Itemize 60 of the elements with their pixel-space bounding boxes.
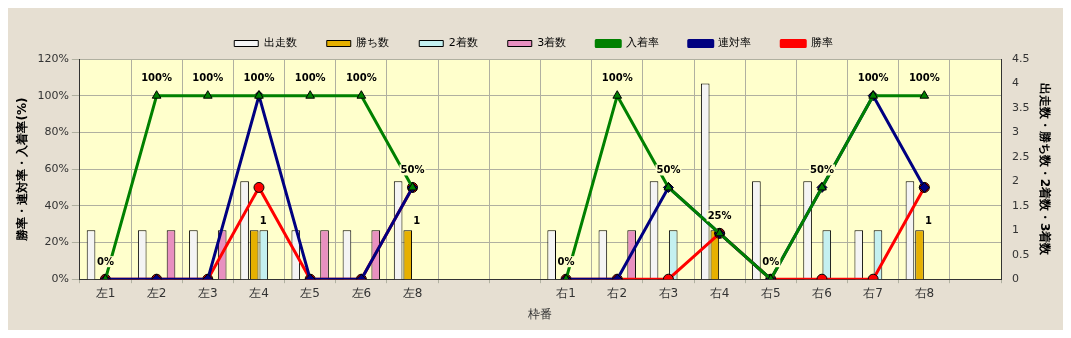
data-label: 100% bbox=[141, 72, 173, 84]
data-label: 100% bbox=[192, 72, 224, 84]
x-tick-label: 左8 bbox=[402, 285, 423, 300]
x-axis-title: 枠番 bbox=[527, 306, 553, 321]
x-tick-label: 右8 bbox=[914, 285, 935, 300]
y2-tick-label: 1 bbox=[1012, 223, 1020, 237]
data-label: 100% bbox=[294, 72, 326, 84]
data-label: 25% bbox=[707, 209, 732, 221]
legend-label: 2着数 bbox=[448, 36, 478, 50]
data-label: 0% bbox=[96, 255, 114, 267]
y-tick-label: 80% bbox=[44, 125, 69, 139]
x-tick-label: 右7 bbox=[863, 285, 883, 300]
data-label: 100% bbox=[243, 72, 275, 84]
data-label: 1 bbox=[413, 214, 421, 226]
x-tick-label: 右3 bbox=[658, 285, 679, 300]
y-tick-label: 20% bbox=[44, 235, 69, 249]
legend-label: 勝ち数 bbox=[356, 36, 390, 50]
y-tick-label: 100% bbox=[37, 88, 69, 102]
data-label: 1 bbox=[259, 214, 267, 226]
legend-label: 入着率 bbox=[625, 36, 659, 50]
data-label: 100% bbox=[345, 72, 377, 84]
x-tick-label: 左6 bbox=[351, 285, 372, 300]
legend-label: 3着数 bbox=[537, 36, 567, 50]
y2-tick-label: 1.5 bbox=[1012, 198, 1030, 212]
y-axis-title: 勝率・連対率・入着率(%) bbox=[15, 97, 30, 242]
x-tick-label: 右5 bbox=[760, 285, 781, 300]
data-label: 100% bbox=[857, 72, 889, 84]
x-tick-label: 左5 bbox=[300, 285, 320, 300]
x-tick-label: 左2 bbox=[146, 285, 167, 300]
legend-label: 連対率 bbox=[718, 36, 752, 50]
y2-tick-label: 4.5 bbox=[1012, 51, 1030, 65]
legend-label: 出走数 bbox=[263, 36, 297, 50]
data-label: 1 bbox=[925, 214, 933, 226]
x-tick-label: 右6 bbox=[812, 285, 832, 300]
y-tick-label: 60% bbox=[44, 161, 69, 175]
x-tick-label: 右1 bbox=[556, 285, 576, 300]
y-tick-label: 0% bbox=[51, 272, 69, 286]
x-tick-label: 右2 bbox=[607, 285, 628, 300]
x-tick-label: 左1 bbox=[95, 285, 116, 300]
x-tick-label: 左4 bbox=[249, 285, 269, 300]
data-label: 0% bbox=[557, 255, 575, 267]
y2-tick-label: 3 bbox=[1012, 125, 1020, 139]
y2-axis-title: 出走数・勝ち数・2着数・3着数 bbox=[1037, 82, 1052, 257]
y2-tick-label: 2.5 bbox=[1012, 149, 1030, 163]
data-label: 100% bbox=[601, 72, 633, 84]
y2-tick-label: 3.5 bbox=[1012, 100, 1030, 114]
y-tick-label: 120% bbox=[37, 51, 69, 65]
x-tick-label: 左3 bbox=[197, 285, 218, 300]
data-label: 100% bbox=[908, 72, 940, 84]
y2-tick-label: 4 bbox=[1012, 76, 1020, 90]
x-tick-label: 右4 bbox=[709, 285, 730, 300]
y2-tick-label: 2 bbox=[1012, 174, 1020, 188]
data-label: 50% bbox=[400, 164, 425, 176]
y-tick-label: 40% bbox=[44, 198, 69, 212]
y2-tick-label: 0 bbox=[1012, 272, 1020, 286]
y2-tick-label: 0.5 bbox=[1012, 247, 1030, 261]
data-label: 50% bbox=[810, 164, 834, 176]
data-label: 50% bbox=[656, 164, 681, 176]
legend-label: 勝率 bbox=[810, 36, 833, 50]
data-label: 0% bbox=[762, 255, 780, 267]
